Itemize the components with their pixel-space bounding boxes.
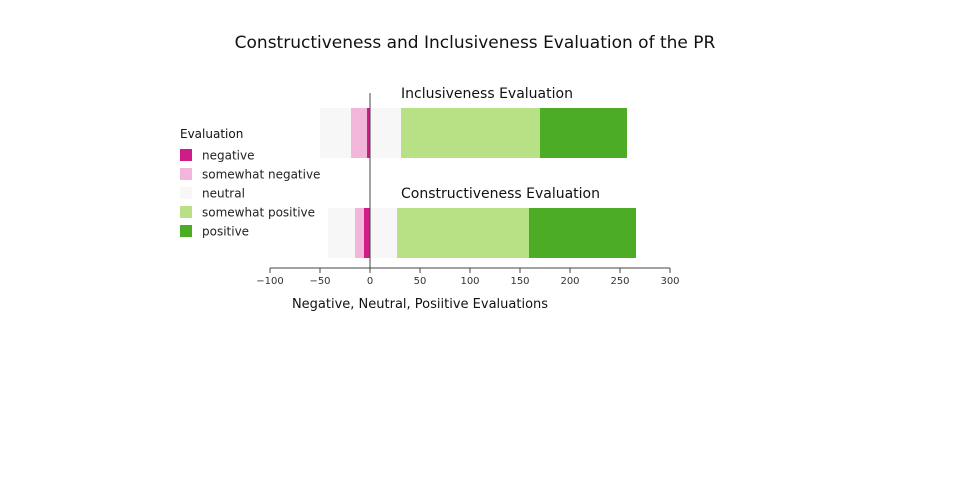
bar-somewhat-negative-1 [355, 208, 364, 258]
x-axis: −100 −50 0 50 100 150 200 250 300 [256, 267, 680, 287]
annotation-inclusiveness: Inclusiveness Evaluation [401, 86, 573, 102]
x-tick-label: 250 [610, 276, 629, 287]
x-tick-label: 150 [510, 276, 529, 287]
legend-swatch-positive [180, 225, 192, 237]
x-tick-label: −100 [256, 276, 283, 287]
bar-positive-0 [540, 108, 627, 158]
legend-swatch-negative [180, 149, 192, 161]
legend-title: Evaluation [180, 127, 243, 141]
bar-negative-0 [367, 108, 370, 158]
legend-label-neutral: neutral [202, 187, 245, 201]
chart-title: Constructiveness and Inclusiveness Evalu… [235, 33, 716, 53]
legend: Evaluation negative somewhat negative neut… [180, 127, 320, 239]
legend-label-somewhat-positive: somewhat positive [202, 206, 315, 220]
x-tick-label: 100 [460, 276, 479, 287]
x-tick-label: 0 [367, 276, 373, 287]
bar-somewhat-negative-0 [351, 108, 367, 158]
legend-swatch-somewhat-positive [180, 206, 192, 218]
bar-positive-1 [529, 208, 636, 258]
bar-neutral-1 [328, 208, 355, 258]
x-tick-label: −50 [309, 276, 330, 287]
bar-negative-1 [364, 208, 370, 258]
annotation-constructiveness: Constructiveness Evaluation [401, 186, 600, 202]
legend-swatch-somewhat-negative [180, 168, 192, 180]
bar-group [320, 108, 636, 258]
legend-label-negative: negative [202, 149, 254, 163]
bar-neutral-1 [370, 208, 397, 258]
legend-swatch-neutral [180, 187, 192, 199]
x-tick-label: 50 [414, 276, 427, 287]
x-tick-label: 200 [560, 276, 579, 287]
legend-label-somewhat-negative: somewhat negative [202, 168, 320, 182]
bar-somewhat-positive-0 [401, 108, 540, 158]
legend-label-positive: positive [202, 225, 249, 239]
bar-neutral-0 [320, 108, 351, 158]
x-axis-label: Negative, Neutral, Posiitive Evaluations [292, 297, 548, 312]
bar-somewhat-positive-1 [397, 208, 529, 258]
bar-neutral-0 [370, 108, 401, 158]
x-tick-label: 300 [660, 276, 679, 287]
